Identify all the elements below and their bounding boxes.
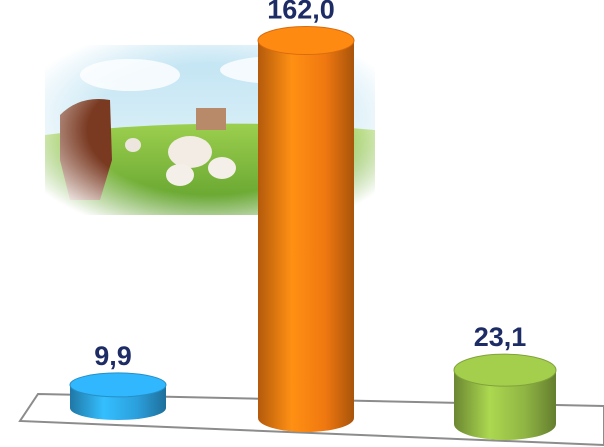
value-label: 9,9 (94, 341, 132, 371)
value-label: 23,1 (474, 322, 527, 352)
floor (18, 392, 604, 447)
value-label: 162,0 (267, 0, 335, 25)
bar (258, 40, 354, 418)
bar-top (257, 26, 355, 56)
bar-top (69, 372, 167, 398)
bar-top (453, 353, 557, 387)
